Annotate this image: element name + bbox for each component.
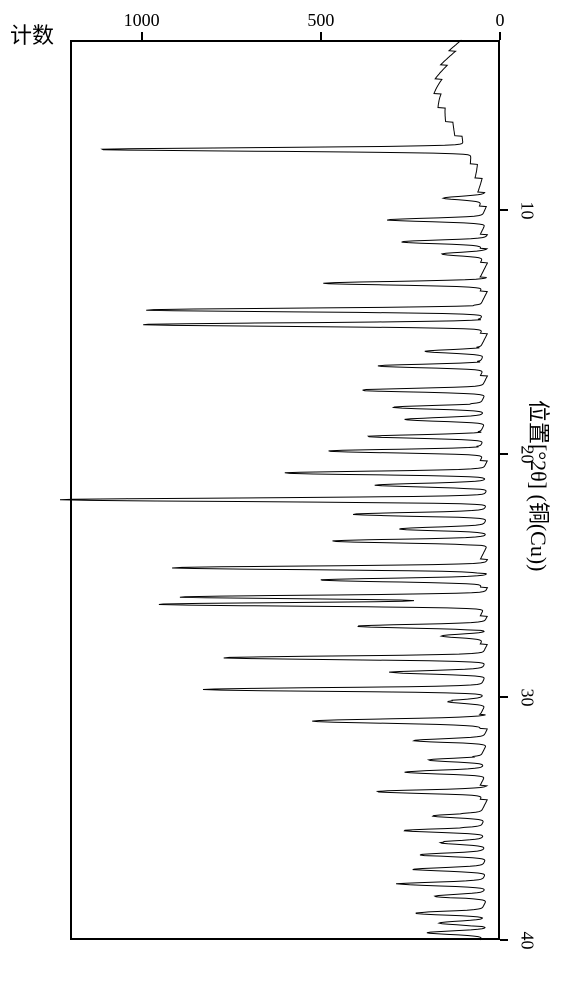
x-tick [500,209,508,211]
x-axis-title: 位置[°2θ] (铜(Cu)) [524,400,556,571]
y-tick-label: 500 [296,10,346,31]
xrd-trace [60,40,487,940]
y-tick [141,32,143,40]
x-tick [500,939,508,941]
y-tick [499,32,501,40]
x-tick-label: 40 [517,932,538,950]
y-tick-label: 1000 [117,10,167,31]
x-tick [500,696,508,698]
x-tick [500,453,508,455]
xrd-plot [70,40,500,940]
x-tick-label: 10 [517,202,538,220]
y-axis-title: 计数 [10,18,54,50]
x-tick-label: 30 [517,688,538,706]
y-tick-label: 0 [475,10,525,31]
xrd-figure: 计数 0500100010203040 位置[°2θ] (铜(Cu)) [0,0,588,1000]
y-tick [320,32,322,40]
